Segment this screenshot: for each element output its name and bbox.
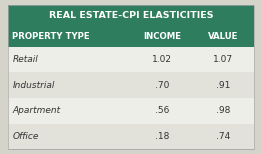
Text: .91: .91	[216, 81, 231, 90]
Bar	[8, 72, 254, 98]
Bar	[8, 98, 254, 124]
Text: .56: .56	[155, 106, 169, 115]
Text: .98: .98	[216, 106, 231, 115]
Bar	[8, 27, 254, 47]
Text: .70: .70	[155, 81, 169, 90]
Text: 1.02: 1.02	[152, 55, 172, 64]
Text: .74: .74	[216, 132, 231, 141]
Text: .18: .18	[155, 132, 169, 141]
Text: INCOME: INCOME	[143, 32, 181, 41]
Bar	[8, 5, 254, 27]
Text: Office: Office	[13, 132, 39, 141]
Text: Apartment: Apartment	[13, 106, 61, 115]
Text: Retail: Retail	[13, 55, 38, 64]
Text: Industrial: Industrial	[13, 81, 55, 90]
Text: REAL ESTATE-CPI ELASTICITIES: REAL ESTATE-CPI ELASTICITIES	[49, 11, 213, 20]
Text: VALUE: VALUE	[208, 32, 238, 41]
Bar	[8, 124, 254, 149]
Text: PROPERTY TYPE: PROPERTY TYPE	[12, 32, 89, 41]
Bar	[8, 47, 254, 72]
Text: 1.07: 1.07	[213, 55, 233, 64]
